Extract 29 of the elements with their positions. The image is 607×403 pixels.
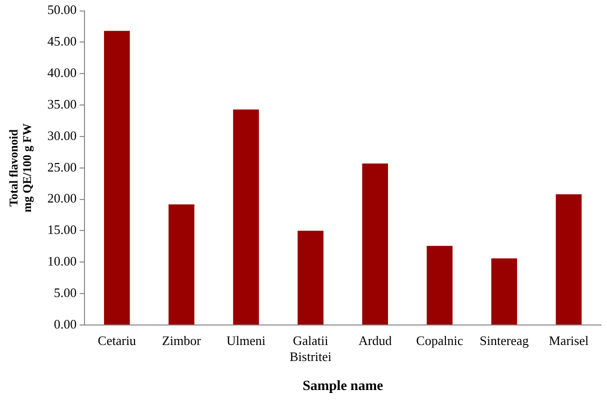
y-tick-label: 20.00	[47, 190, 77, 206]
x-tick-label: Zimbor	[162, 333, 202, 348]
y-axis-title: Total flavonoid mg QE/100 g FW	[6, 123, 34, 212]
bar	[233, 109, 259, 324]
y-tick-label: 15.00	[47, 222, 77, 238]
x-tick-label: Sintereag	[480, 333, 530, 348]
bar	[298, 230, 324, 324]
x-tick-label: Ulmeni	[226, 333, 266, 348]
y-tick-label: 0.00	[54, 316, 77, 332]
x-axis-title: Sample name	[302, 379, 384, 394]
bar	[362, 164, 388, 324]
x-tick-label: Copalnic	[416, 333, 464, 348]
y-tick-label: 45.00	[47, 34, 77, 49]
bar	[556, 194, 582, 324]
y-tick-label: 30.00	[47, 128, 77, 143]
y-tick-label: 10.00	[47, 254, 77, 269]
x-tick-label: Marisel	[548, 333, 589, 348]
bar	[426, 246, 453, 324]
y-tick-label: 25.00	[47, 159, 77, 174]
y-tick-label: 40.00	[47, 65, 77, 80]
x-tick-label: Ardud	[358, 333, 392, 348]
bar	[168, 204, 194, 324]
bar	[491, 258, 518, 324]
y-tick-label: 35.00	[47, 96, 77, 112]
y-tick-label: 50.00	[47, 2, 77, 18]
x-tick-label: Galatii Bistritei	[290, 333, 332, 364]
bar	[104, 30, 130, 324]
y-tick-label: 5.00	[54, 285, 77, 300]
x-tick-label: Cetariu	[98, 333, 137, 348]
